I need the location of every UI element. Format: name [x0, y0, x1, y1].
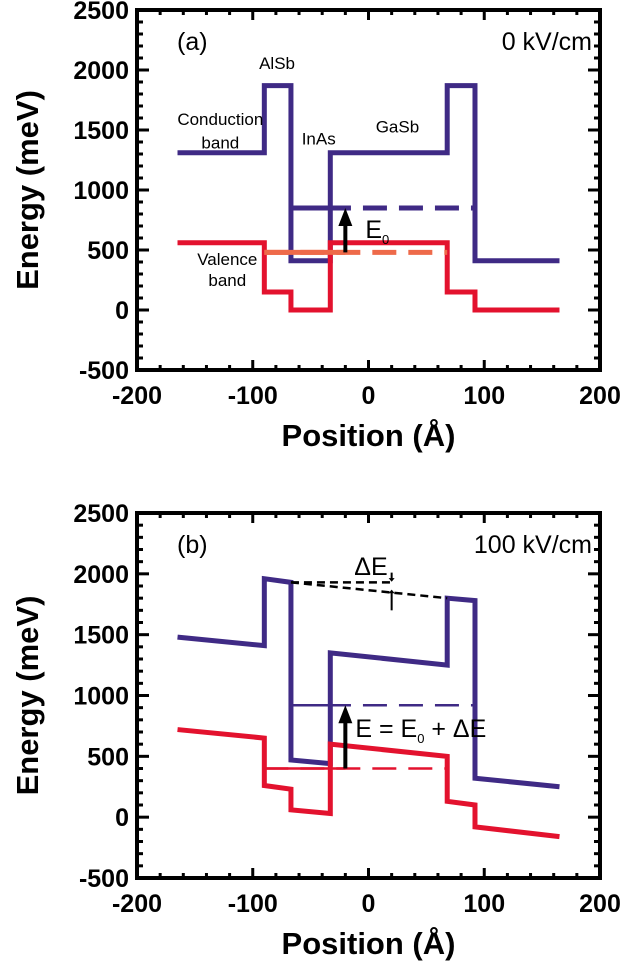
panel-label: (b)	[177, 531, 208, 559]
y-tick-label: 2500	[73, 0, 129, 25]
y-tick-label: 1500	[73, 622, 129, 650]
y-tick-label: 1000	[73, 177, 129, 205]
x-tick-label: -200	[112, 382, 162, 410]
y-tick-label: 2000	[73, 561, 129, 589]
y-tick-label: 0	[115, 297, 129, 325]
panel-label: (a)	[177, 28, 208, 56]
label-main: E = E	[355, 715, 417, 743]
y-tick-label: 1000	[73, 683, 129, 711]
y-axis-label: Energy (meV)	[10, 596, 45, 796]
label-sub: 0	[382, 232, 389, 247]
x-axis-label: Position (Å)	[282, 418, 456, 453]
band-label: Conduction band	[177, 110, 263, 152]
transition-arrowhead	[338, 208, 353, 226]
x-tick-label: 200	[579, 382, 621, 410]
x-tick-label: 0	[362, 382, 376, 410]
x-tick-label: 100	[463, 382, 505, 410]
x-tick-label: -100	[228, 890, 278, 918]
valence-band-line	[177, 240, 560, 313]
conduction-band-line	[177, 575, 560, 790]
y-tick-label: 2000	[73, 57, 129, 85]
x-tick-label: -100	[228, 382, 278, 410]
transition-arrowhead	[338, 705, 353, 724]
x-axis-label: Position (Å)	[282, 926, 456, 961]
y-tick-label: 1500	[73, 117, 129, 145]
delta-arrowhead-down	[388, 578, 395, 582]
y-tick-label: 500	[87, 237, 129, 265]
valence-band-line	[177, 727, 560, 840]
y-tick-label: 500	[87, 743, 129, 771]
field-label: 0 kV/cm	[502, 28, 592, 56]
x-tick-label: 200	[579, 890, 621, 918]
panel-a: -200 -100 0 100 200 -500 0 500 1000 1500 2000 2500 P…	[10, 0, 621, 453]
band-label-line: band	[201, 134, 239, 153]
label-sub: 0	[417, 731, 424, 746]
layer-label-gasb: GaSb	[376, 117, 419, 136]
label-tail: + ΔE	[424, 715, 486, 743]
y-tick-label: 0	[115, 804, 129, 832]
transition-energy-label: E0	[365, 216, 389, 247]
barrier-top-dashed-line	[290, 581, 448, 600]
x-tick-label: 100	[463, 890, 505, 918]
band-label-line: Conduction	[177, 110, 263, 129]
band-label-line: band	[208, 271, 246, 290]
band-label: Valence band	[197, 250, 257, 290]
x-tick-label: -200	[112, 890, 162, 918]
delta-arrowhead-up	[388, 589, 395, 594]
x-tick-label: 0	[362, 890, 376, 918]
y-tick-label: 2500	[73, 500, 129, 528]
panel-b: -200 -100 0 100 200 -500 0 500 1000 1500 2000 2500 P…	[10, 500, 621, 961]
y-tick-label: -500	[79, 357, 129, 385]
layer-label-alsb: AlSb	[259, 54, 295, 73]
y-axis-label: Energy (meV)	[10, 90, 45, 290]
y-tick-label: -500	[79, 865, 129, 893]
band-label-line: Valence	[197, 250, 257, 269]
transition-energy-label: E = E0 + ΔE	[355, 715, 486, 746]
label-main: E	[365, 216, 382, 244]
plot-frame	[135, 8, 602, 372]
field-label: 100 kV/cm	[474, 531, 592, 559]
layer-label-inas: InAs	[302, 129, 336, 148]
delta-e-label: ΔE	[354, 553, 387, 581]
